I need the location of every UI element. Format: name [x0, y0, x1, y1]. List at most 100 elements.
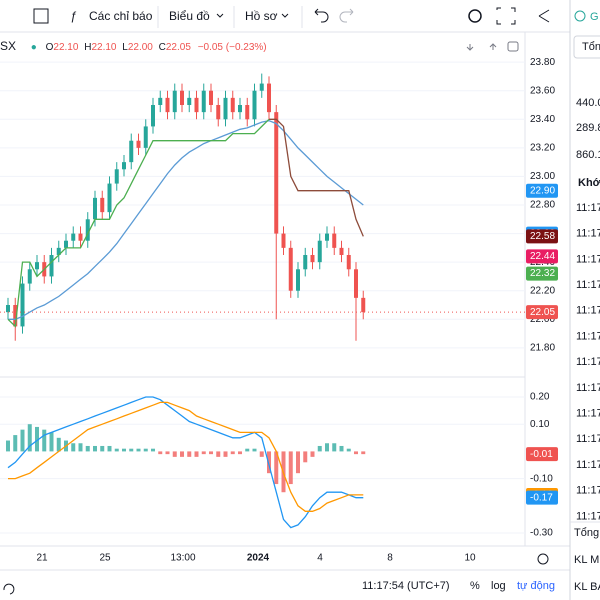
histogram-bar	[296, 451, 300, 474]
candle-body	[35, 262, 39, 270]
y-tick-label: 23.60	[530, 85, 555, 96]
pane-down[interactable]	[466, 44, 474, 51]
tab-label[interactable]: Tổn	[582, 41, 600, 53]
candle-body	[223, 97, 228, 120]
settings-button[interactable]	[468, 9, 482, 23]
histogram-bar	[325, 443, 329, 452]
indicator-line	[7, 396, 364, 529]
time-label: 21	[36, 553, 48, 564]
panel-row: KL MI	[574, 554, 600, 566]
candle-body	[114, 169, 119, 184]
candle-body	[165, 97, 170, 113]
panel-bg	[570, 0, 600, 600]
log-toggle[interactable]: log	[491, 580, 506, 592]
indicators-button[interactable]: Các chỉ báo	[89, 9, 153, 23]
candle-body	[267, 83, 271, 113]
panel-row: KL BA	[574, 581, 600, 593]
axis-settings[interactable]	[537, 553, 549, 565]
chart-button[interactable]: Biểu đồ	[169, 9, 210, 23]
histogram-bar	[13, 435, 18, 452]
histogram-bar	[346, 448, 351, 452]
range-icon[interactable]	[3, 583, 15, 595]
tab[interactable]	[573, 35, 600, 59]
histogram-bar	[361, 451, 366, 455]
trade-time: 11:17	[576, 459, 600, 471]
legend-value: 22.10	[53, 42, 78, 53]
share-button[interactable]	[538, 9, 550, 23]
candle-body	[252, 90, 257, 120]
trade-time: 11:17	[576, 485, 600, 497]
candle-body	[78, 233, 83, 241]
y-tick-label: 22.80	[530, 200, 555, 211]
histogram-bar	[354, 451, 358, 455]
plot	[0, 396, 525, 534]
candle-body	[310, 255, 315, 263]
candle-body	[339, 247, 344, 255]
percent-toggle[interactable]: %	[470, 580, 480, 592]
candle-body	[201, 90, 206, 113]
histogram-bar	[339, 445, 344, 452]
fullscreen-button[interactable]	[496, 7, 516, 25]
candle-body	[107, 183, 112, 213]
candle-body	[172, 90, 177, 113]
price-label-bg	[526, 490, 558, 505]
section-title: Khớp	[578, 177, 600, 189]
undo-button[interactable]	[314, 8, 329, 23]
candle-body	[325, 233, 329, 241]
histogram-bar	[6, 440, 10, 452]
candle-body	[122, 162, 126, 170]
histogram-bar	[114, 448, 119, 452]
candle-body	[27, 269, 32, 284]
candle-body	[129, 140, 134, 163]
candle-body	[136, 140, 141, 148]
price-label-bg	[526, 229, 558, 244]
indicator-line	[8, 401, 364, 512]
chevron	[216, 13, 224, 18]
histogram-bar	[180, 451, 184, 457]
legend-value: 22.05	[166, 42, 191, 53]
histogram-bar	[317, 445, 322, 452]
histogram-bar	[42, 429, 47, 452]
histogram-bar	[288, 451, 293, 485]
indicator-line	[7, 118, 270, 328]
candle-body	[151, 105, 155, 127]
price-label: 22.05	[530, 307, 555, 318]
price-label: 22.90	[530, 185, 555, 196]
trade-time: 11:17	[576, 408, 600, 420]
candle-body	[194, 97, 199, 113]
histogram-bar	[107, 445, 112, 452]
auto-toggle[interactable]: tự động	[517, 580, 555, 592]
pane-buttons	[466, 41, 519, 52]
pane-maximize[interactable]	[507, 41, 519, 52]
price-label: 22.44	[530, 251, 555, 262]
candle-body	[230, 97, 235, 113]
redo-button[interactable]	[339, 8, 354, 23]
histogram-bar	[310, 451, 315, 457]
histogram-bar	[136, 448, 141, 452]
trade-time: 11:17	[576, 356, 600, 368]
histogram-bar	[332, 443, 337, 452]
histogram-bar	[158, 451, 163, 455]
candle-icon[interactable]	[33, 8, 49, 24]
fx-icon: ƒ	[70, 9, 77, 23]
histogram-bar	[274, 451, 279, 485]
histogram-bar	[100, 445, 105, 452]
histogram-bar	[223, 451, 228, 457]
price-label: 22.58	[530, 231, 555, 242]
brand-icon	[574, 10, 586, 22]
trade-time: 11:17	[576, 279, 600, 291]
histogram-bar	[122, 448, 126, 452]
pane-up[interactable]	[489, 43, 497, 50]
candle-body	[296, 269, 300, 291]
y-tick-label: 0.20	[530, 392, 550, 403]
histogram-bar	[187, 451, 192, 457]
candle-body	[317, 240, 322, 263]
y-tick-label: -0.10	[530, 473, 553, 484]
candle-body	[216, 105, 221, 120]
symbol: SX	[0, 39, 16, 53]
histogram-bar	[93, 445, 97, 452]
histogram-bar	[267, 451, 271, 474]
profile-button[interactable]: Hồ sơ	[245, 9, 278, 23]
time-label: 4	[317, 553, 323, 564]
